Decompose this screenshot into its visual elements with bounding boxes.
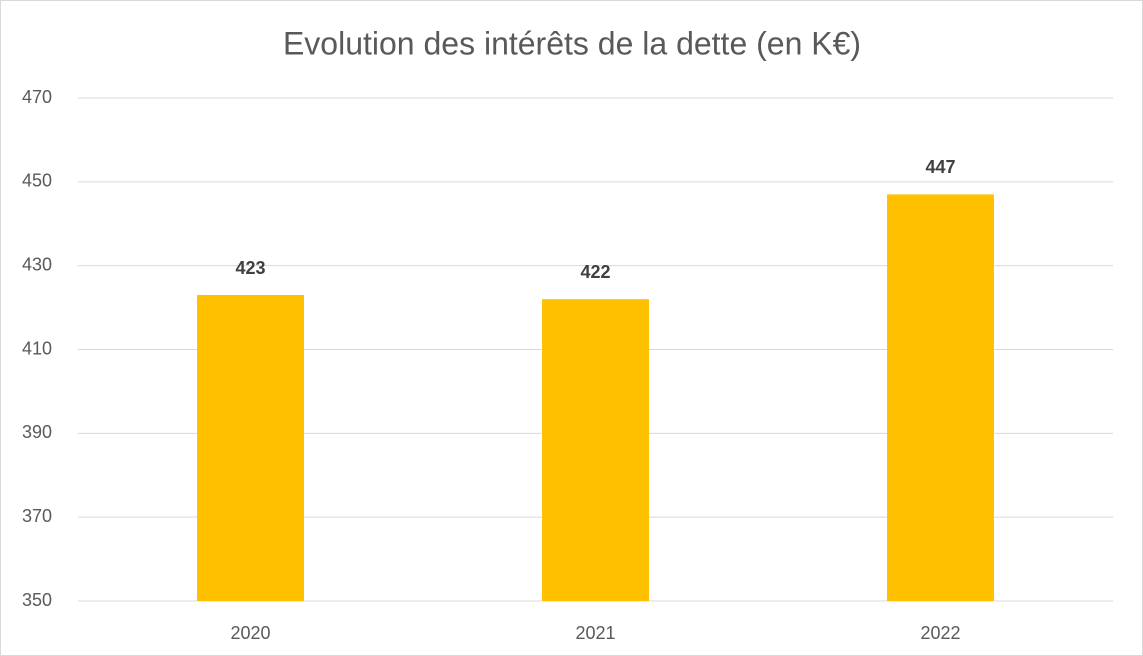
bar bbox=[197, 295, 304, 601]
y-tick-label: 390 bbox=[22, 422, 52, 442]
y-tick-label: 430 bbox=[22, 254, 52, 274]
bar bbox=[887, 194, 994, 602]
y-tick-label: 450 bbox=[22, 171, 52, 191]
value-label: 422 bbox=[580, 262, 610, 282]
x-tick-label: 2020 bbox=[230, 623, 270, 643]
x-tick-label: 2021 bbox=[575, 623, 615, 643]
value-label: 447 bbox=[925, 157, 955, 177]
y-tick-label: 470 bbox=[22, 87, 52, 107]
y-tick-label: 370 bbox=[22, 506, 52, 526]
x-tick-label: 2022 bbox=[920, 623, 960, 643]
y-tick-label: 410 bbox=[22, 338, 52, 358]
value-label: 423 bbox=[235, 258, 265, 278]
bar bbox=[542, 299, 649, 601]
y-tick-label: 350 bbox=[22, 590, 52, 610]
chart-title: Evolution des intérêts de la dette (en K… bbox=[283, 25, 861, 61]
